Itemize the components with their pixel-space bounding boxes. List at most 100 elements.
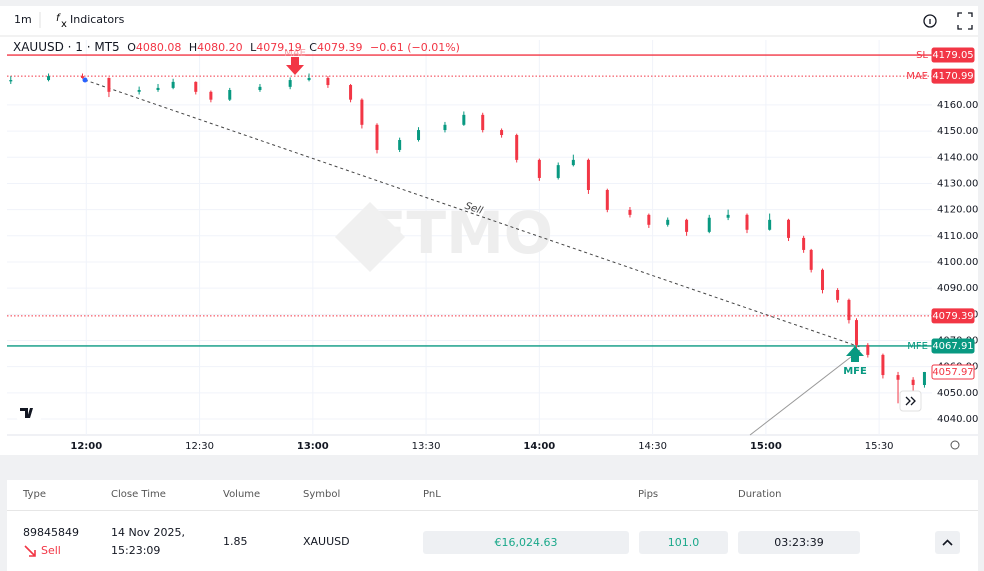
candle-body bbox=[462, 114, 466, 125]
candle-body bbox=[537, 159, 541, 178]
price-tag bbox=[931, 68, 975, 84]
candle-body bbox=[847, 299, 851, 321]
candle-body bbox=[586, 159, 590, 190]
legend-change: −0.61 (−0.01%) bbox=[369, 41, 460, 54]
chart-panel bbox=[0, 6, 978, 455]
y-tick-label: 4120.00 bbox=[937, 205, 978, 216]
candle-body bbox=[228, 89, 232, 100]
candle-body bbox=[605, 189, 609, 210]
candle-body bbox=[156, 87, 160, 90]
ohlc-value: 4079.19 bbox=[256, 41, 302, 54]
duration: 03:23:39 bbox=[738, 531, 860, 554]
candle-body bbox=[666, 219, 670, 225]
info-icon[interactable] bbox=[923, 14, 937, 28]
trade-side: Sell bbox=[41, 544, 61, 557]
volume: 1.85 bbox=[223, 535, 248, 548]
candle-body bbox=[47, 76, 51, 81]
candle-body bbox=[556, 165, 560, 178]
candle-body bbox=[647, 214, 651, 225]
entry-point bbox=[82, 77, 88, 83]
x-tick-label: 13:00 bbox=[297, 441, 329, 452]
candle-body bbox=[107, 77, 111, 92]
price-tag-label: 4067.91 bbox=[932, 341, 973, 352]
ohlc-value: 4079.39 bbox=[316, 41, 363, 54]
exit-line bbox=[749, 349, 861, 436]
candle-body bbox=[288, 80, 292, 87]
candle-body bbox=[685, 219, 689, 232]
price-tag-label: 4079.39 bbox=[932, 311, 973, 322]
candle-body bbox=[628, 209, 632, 215]
settings-icon[interactable] bbox=[950, 440, 960, 450]
candle-body bbox=[881, 354, 885, 376]
candle-body bbox=[209, 91, 213, 100]
y-tick-label: 4090.00 bbox=[937, 283, 978, 294]
legend: XAUUSD · 1 · MT5 O4080.08 H4080.20 L4079… bbox=[13, 40, 464, 54]
candle-body bbox=[515, 135, 519, 160]
trade-line bbox=[84, 79, 861, 348]
scroll-icon bbox=[905, 396, 916, 406]
ohlc-key: O bbox=[127, 41, 136, 54]
x-tick-label: 14:00 bbox=[523, 441, 555, 452]
y-tick-label: 4130.00 bbox=[937, 178, 978, 189]
chevron-icon bbox=[942, 539, 953, 546]
chart: f x 4040.004050.004060.004070.004080.004… bbox=[0, 12, 978, 452]
table-panel bbox=[7, 480, 978, 571]
candle-body bbox=[745, 214, 749, 230]
candle-body bbox=[9, 80, 13, 82]
table-header: PnL bbox=[423, 489, 441, 500]
candle-body bbox=[571, 159, 575, 166]
expand-button[interactable] bbox=[935, 531, 960, 554]
pnl: €16,024.63 bbox=[423, 531, 629, 554]
pips: 101.0 bbox=[639, 531, 728, 554]
y-tick-label: 4110.00 bbox=[937, 231, 978, 242]
candle-body bbox=[171, 81, 175, 88]
price-tag bbox=[931, 364, 975, 380]
fx-icon-sub: x bbox=[61, 19, 67, 30]
fullscreen-icon[interactable] bbox=[957, 12, 973, 30]
candle-body bbox=[481, 114, 485, 131]
ohlc-key: C bbox=[309, 41, 317, 54]
mae-arrow bbox=[286, 57, 304, 75]
price-tag bbox=[931, 47, 975, 63]
indicators-button[interactable]: Indicators bbox=[70, 13, 125, 26]
grid: 4040.004050.004060.004070.004080.004090.… bbox=[7, 40, 978, 452]
x-tick-label: 15:30 bbox=[865, 441, 894, 452]
price-tag-label: 4057.97 bbox=[932, 367, 973, 378]
candle-body bbox=[360, 99, 364, 125]
price-tag bbox=[931, 338, 975, 354]
candle-body bbox=[417, 130, 421, 140]
candle-body bbox=[768, 219, 772, 230]
candle-body bbox=[194, 81, 198, 92]
candle-body bbox=[137, 89, 141, 92]
candle-body bbox=[802, 237, 806, 250]
y-tick-label: 4040.00 bbox=[937, 414, 978, 425]
candle-body bbox=[81, 76, 85, 78]
y-tick-label: 4050.00 bbox=[937, 388, 978, 399]
interval-button[interactable]: 1m bbox=[14, 13, 32, 26]
candle-body bbox=[349, 85, 353, 100]
symbol: XAUUSD bbox=[303, 535, 350, 548]
mae-label: MAE bbox=[284, 48, 306, 59]
candle-body bbox=[443, 124, 447, 131]
candle-body bbox=[854, 320, 858, 345]
table-header: Pips bbox=[638, 489, 659, 500]
candle-body bbox=[866, 344, 870, 355]
candle-body bbox=[375, 124, 379, 150]
tv-logo bbox=[20, 408, 33, 418]
table-divider bbox=[7, 510, 978, 511]
fx-icon[interactable]: f bbox=[56, 13, 61, 24]
candle-body bbox=[821, 269, 825, 290]
level-name: MAE bbox=[906, 71, 928, 82]
candle-body bbox=[896, 375, 900, 380]
close-date: 14 Nov 2025, bbox=[111, 526, 185, 539]
ohlc-key: L bbox=[250, 41, 257, 54]
candle-body bbox=[707, 217, 711, 232]
candle-body bbox=[258, 86, 262, 90]
table-header: Symbol bbox=[303, 489, 341, 500]
levels: SL 4179.05 MAE 4170.99 4079.39 MFE 4067.91 4057… bbox=[7, 47, 975, 380]
trade-id: 89845849 bbox=[23, 526, 79, 539]
price-tag-label: 4179.05 bbox=[932, 50, 973, 61]
candle-body bbox=[326, 77, 330, 86]
table-header: Type bbox=[23, 489, 46, 500]
